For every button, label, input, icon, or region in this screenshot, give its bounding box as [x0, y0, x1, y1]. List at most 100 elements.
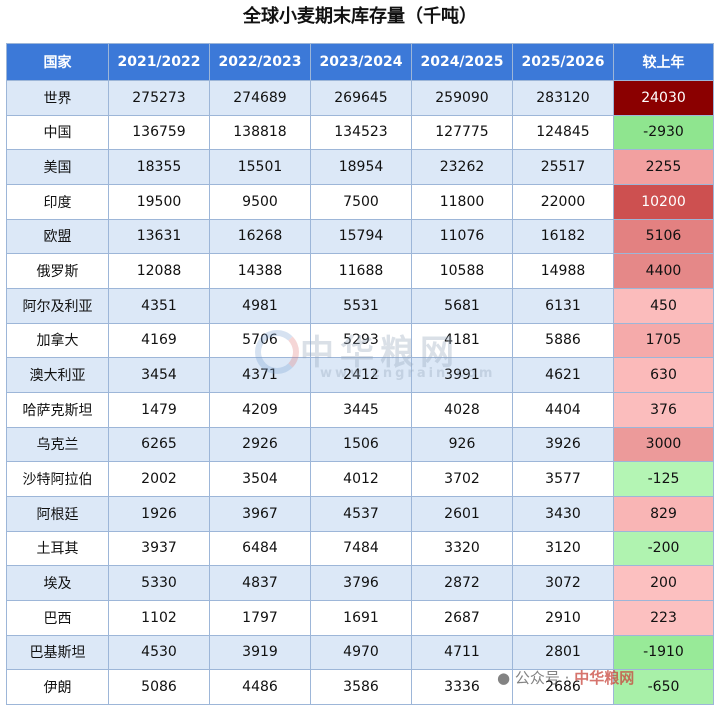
value-cell: 4209: [209, 391, 311, 428]
value-cell: 23262: [411, 149, 513, 185]
change-cell: 829: [613, 495, 714, 532]
value-cell: 3926: [512, 426, 614, 463]
table-body: 世界 275273 274689 269645 259090 283120 24030 中国 1…: [6, 80, 714, 705]
value-cell: 25517: [512, 149, 614, 185]
value-cell: 134523: [310, 114, 412, 151]
value-cell: 3336: [411, 669, 513, 705]
header-2024-2025: 2024/2025: [411, 43, 513, 81]
value-cell: 127775: [411, 114, 513, 151]
value-cell: 2910: [512, 599, 614, 636]
change-cell: 223: [613, 599, 714, 636]
value-cell: 19500: [108, 183, 210, 220]
value-cell: 3967: [209, 495, 311, 532]
value-cell: 16182: [512, 218, 614, 255]
value-cell: 9500: [209, 183, 311, 220]
country-cell: 沙特阿拉伯: [6, 461, 109, 497]
change-cell: -200: [613, 530, 714, 567]
value-cell: 1506: [310, 426, 412, 463]
value-cell: 1102: [108, 599, 210, 636]
table-row: 土耳其 3937 6484 7484 3320 3120 -200: [6, 530, 714, 567]
value-cell: 4169: [108, 322, 210, 359]
value-cell: 4981: [209, 287, 311, 324]
value-cell: 274689: [209, 80, 311, 116]
table-row: 沙特阿拉伯 2002 3504 4012 3702 3577 -125: [6, 461, 714, 497]
country-cell: 加拿大: [6, 322, 109, 359]
country-cell: 印度: [6, 183, 109, 220]
table-row: 巴西 1102 1797 1691 2687 2910 223: [6, 599, 714, 636]
table-row: 加拿大 4169 5706 5293 4181 5886 1705: [6, 322, 714, 359]
value-cell: 5086: [108, 669, 210, 705]
value-cell: 3702: [411, 461, 513, 497]
change-cell: 2255: [613, 149, 714, 185]
value-cell: 5681: [411, 287, 513, 324]
value-cell: 5706: [209, 322, 311, 359]
header-row: 国家 2021/2022 2022/2023 2023/2024 2024/20…: [6, 43, 714, 81]
change-cell: -125: [613, 461, 714, 497]
header-change: 较上年: [613, 43, 714, 81]
value-cell: 5330: [108, 565, 210, 601]
value-cell: 269645: [310, 80, 412, 116]
value-cell: 15501: [209, 149, 311, 185]
value-cell: 12088: [108, 253, 210, 289]
value-cell: 3991: [411, 357, 513, 393]
value-cell: 2872: [411, 565, 513, 601]
value-cell: 3454: [108, 357, 210, 393]
value-cell: 18954: [310, 149, 412, 185]
change-cell: 5106: [613, 218, 714, 255]
value-cell: 11076: [411, 218, 513, 255]
table-row: 埃及 5330 4837 3796 2872 3072 200: [6, 565, 714, 601]
change-cell: -650: [613, 669, 714, 705]
value-cell: 18355: [108, 149, 210, 185]
value-cell: 10588: [411, 253, 513, 289]
header-2023-2024: 2023/2024: [310, 43, 412, 81]
value-cell: 3504: [209, 461, 311, 497]
value-cell: 2687: [411, 599, 513, 636]
value-cell: 3796: [310, 565, 412, 601]
value-cell: 124845: [512, 114, 614, 151]
value-cell: 3937: [108, 530, 210, 567]
table-row: 印度 19500 9500 7500 11800 22000 10200: [6, 183, 714, 220]
value-cell: 4028: [411, 391, 513, 428]
country-cell: 阿根廷: [6, 495, 109, 532]
value-cell: 13631: [108, 218, 210, 255]
value-cell: 14988: [512, 253, 614, 289]
change-cell: 450: [613, 287, 714, 324]
table-row: 欧盟 13631 16268 15794 11076 16182 5106: [6, 218, 714, 255]
value-cell: 1691: [310, 599, 412, 636]
country-cell: 乌克兰: [6, 426, 109, 463]
value-cell: 6131: [512, 287, 614, 324]
value-cell: 4530: [108, 634, 210, 671]
value-cell: 4621: [512, 357, 614, 393]
value-cell: 4404: [512, 391, 614, 428]
value-cell: 3430: [512, 495, 614, 532]
value-cell: 4486: [209, 669, 311, 705]
country-cell: 澳大利亚: [6, 357, 109, 393]
value-cell: 5293: [310, 322, 412, 359]
change-cell: 10200: [613, 183, 714, 220]
country-cell: 巴基斯坦: [6, 634, 109, 671]
value-cell: 4970: [310, 634, 412, 671]
value-cell: 6265: [108, 426, 210, 463]
value-cell: 4012: [310, 461, 412, 497]
header-2025-2026: 2025/2026: [512, 43, 614, 81]
table-row: 巴基斯坦 4530 3919 4970 4711 2801 -1910: [6, 634, 714, 671]
value-cell: 283120: [512, 80, 614, 116]
country-cell: 哈萨克斯坦: [6, 391, 109, 428]
change-cell: -1910: [613, 634, 714, 671]
table-row: 俄罗斯 12088 14388 11688 10588 14988 4400: [6, 253, 714, 289]
value-cell: 2926: [209, 426, 311, 463]
value-cell: 3320: [411, 530, 513, 567]
table-row: 伊朗 5086 4486 3586 3336 2686 -650: [6, 669, 714, 705]
table-title: 全球小麦期末库存量（千吨）: [243, 6, 477, 27]
value-cell: 3072: [512, 565, 614, 601]
value-cell: 2002: [108, 461, 210, 497]
table-row: 中国 136759 138818 134523 127775 124845 -2930: [6, 114, 714, 151]
value-cell: 1926: [108, 495, 210, 532]
value-cell: 2686: [512, 669, 614, 705]
table-row: 阿尔及利亚 4351 4981 5531 5681 6131 450: [6, 287, 714, 324]
value-cell: 4711: [411, 634, 513, 671]
value-cell: 3919: [209, 634, 311, 671]
value-cell: 3120: [512, 530, 614, 567]
country-cell: 土耳其: [6, 530, 109, 567]
value-cell: 15794: [310, 218, 412, 255]
